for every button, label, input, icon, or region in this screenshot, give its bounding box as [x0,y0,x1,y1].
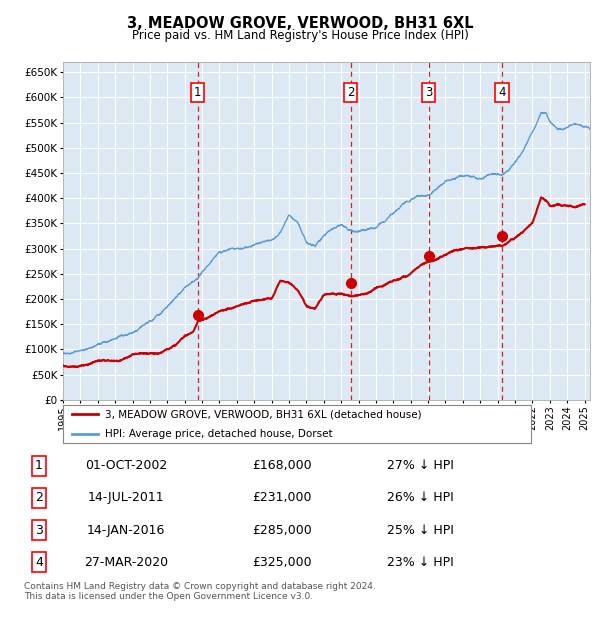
Text: Contains HM Land Registry data © Crown copyright and database right 2024.
This d: Contains HM Land Registry data © Crown c… [24,582,376,601]
Text: 25% ↓ HPI: 25% ↓ HPI [386,524,454,536]
Text: 27% ↓ HPI: 27% ↓ HPI [386,459,454,472]
Text: 01-OCT-2002: 01-OCT-2002 [85,459,167,472]
Text: £285,000: £285,000 [252,524,312,536]
Text: 23% ↓ HPI: 23% ↓ HPI [386,556,454,569]
Text: 4: 4 [498,86,506,99]
Text: 27-MAR-2020: 27-MAR-2020 [84,556,168,569]
Text: HPI: Average price, detached house, Dorset: HPI: Average price, detached house, Dors… [105,428,333,439]
Text: £231,000: £231,000 [252,492,312,504]
Text: Price paid vs. HM Land Registry's House Price Index (HPI): Price paid vs. HM Land Registry's House … [131,29,469,42]
Text: £325,000: £325,000 [252,556,312,569]
Text: 4: 4 [35,556,43,569]
Text: 3, MEADOW GROVE, VERWOOD, BH31 6XL: 3, MEADOW GROVE, VERWOOD, BH31 6XL [127,16,473,30]
Text: 3: 3 [425,86,433,99]
Text: £168,000: £168,000 [252,459,312,472]
Text: 2: 2 [35,492,43,504]
Text: 14-JAN-2016: 14-JAN-2016 [87,524,165,536]
Text: 3: 3 [35,524,43,536]
Text: 2: 2 [347,86,355,99]
Text: 3, MEADOW GROVE, VERWOOD, BH31 6XL (detached house): 3, MEADOW GROVE, VERWOOD, BH31 6XL (deta… [105,409,422,420]
Text: 1: 1 [35,459,43,472]
Text: 26% ↓ HPI: 26% ↓ HPI [386,492,454,504]
Text: 14-JUL-2011: 14-JUL-2011 [88,492,164,504]
Text: 1: 1 [194,86,202,99]
